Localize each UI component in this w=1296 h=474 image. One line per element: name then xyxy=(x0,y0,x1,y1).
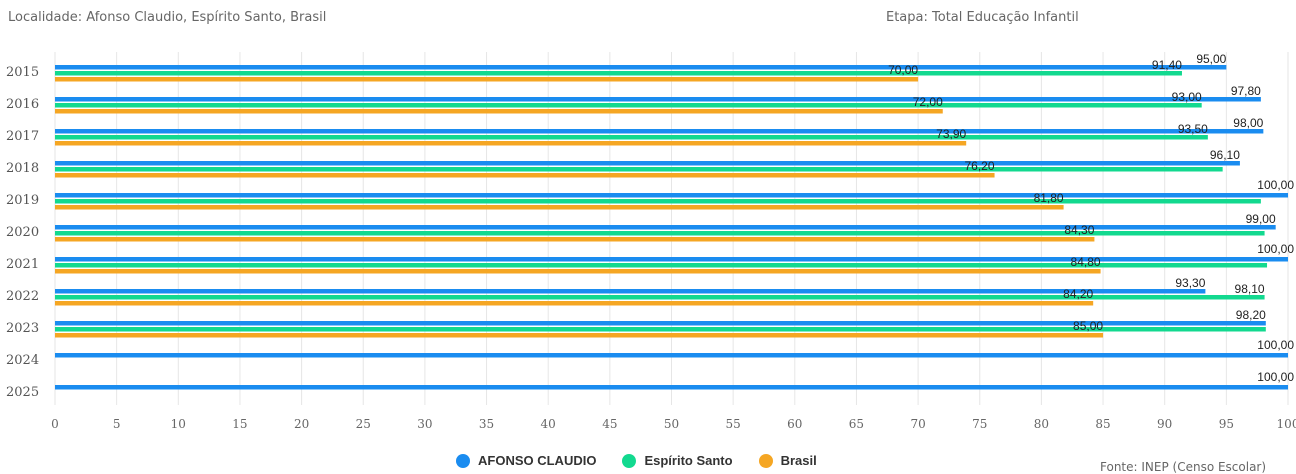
x-tick-label: 60 xyxy=(787,417,802,431)
bar-brasil xyxy=(55,237,1095,242)
bar-brasil xyxy=(55,269,1101,274)
legend-marker-espirito-santo xyxy=(622,453,637,468)
y-tick-label: 2021 xyxy=(6,257,39,272)
legend-label-afonso-claudio: AFONSO CLAUDIO xyxy=(478,453,597,468)
data-label: 84,30 xyxy=(1064,223,1094,237)
bar-esp-rito-santo xyxy=(55,327,1266,332)
bar-afonso-claudio xyxy=(55,97,1261,102)
bar-esp-rito-santo xyxy=(55,199,1261,204)
data-label: 73,90 xyxy=(936,127,966,141)
legend-marker-afonso-claudio xyxy=(456,453,470,468)
data-label: 76,20 xyxy=(965,159,995,173)
bar-esp-rito-santo xyxy=(55,295,1265,300)
bar-brasil xyxy=(55,109,943,114)
x-tick-label: 35 xyxy=(479,417,494,431)
y-tick-label: 2025 xyxy=(6,385,39,400)
y-tick-label: 2019 xyxy=(6,193,39,208)
data-label: 84,80 xyxy=(1071,255,1101,269)
x-tick-label: 90 xyxy=(1157,417,1172,431)
y-tick-label: 2020 xyxy=(6,225,39,240)
x-tick-label: 100 xyxy=(1277,417,1296,431)
x-tick-label: 0 xyxy=(51,417,59,431)
bar-brasil xyxy=(55,173,995,178)
data-label: 85,00 xyxy=(1073,319,1103,333)
data-label: 81,80 xyxy=(1034,191,1064,205)
data-label: 93,30 xyxy=(1175,276,1205,290)
x-tick-label: 95 xyxy=(1219,417,1234,431)
bar-afonso-claudio xyxy=(55,193,1288,198)
legend-item-afonso-claudio[interactable]: AFONSO CLAUDIO xyxy=(456,453,596,468)
data-label: 97,80 xyxy=(1231,84,1261,98)
data-label: 84,20 xyxy=(1063,287,1093,301)
y-tick-label: 2017 xyxy=(6,129,39,144)
x-tick-label: 55 xyxy=(726,417,741,431)
bar-brasil xyxy=(55,77,919,82)
legend-marker-brasil xyxy=(758,453,773,468)
data-label: 95,00 xyxy=(1196,52,1226,66)
source-note: Fonte: INEP (Censo Escolar) xyxy=(1100,460,1267,474)
y-tick-label: 2023 xyxy=(6,321,39,336)
bar-brasil xyxy=(55,333,1104,338)
y-tick-label: 2015 xyxy=(6,65,39,80)
bar-brasil xyxy=(55,301,1094,306)
chart-legend: AFONSO CLAUDIO Espírito Santo Brasil xyxy=(456,453,817,468)
data-label: 96,10 xyxy=(1210,148,1240,162)
data-label: 98,10 xyxy=(1235,282,1265,296)
x-tick-label: 65 xyxy=(849,417,864,431)
x-tick-label: 10 xyxy=(171,417,186,431)
x-tick-label: 30 xyxy=(417,417,432,431)
data-label: 98,00 xyxy=(1233,116,1263,130)
x-tick-label: 40 xyxy=(541,417,556,431)
bar-afonso-claudio xyxy=(55,129,1264,134)
bar-afonso-claudio xyxy=(55,161,1240,166)
data-label: 100,00 xyxy=(1257,338,1294,352)
bar-afonso-claudio xyxy=(55,353,1288,358)
data-label: 98,20 xyxy=(1236,308,1266,322)
legend-item-brasil[interactable]: Brasil xyxy=(758,453,817,468)
data-label: 93,50 xyxy=(1178,122,1208,136)
bar-esp-rito-santo xyxy=(55,135,1208,140)
x-tick-label: 80 xyxy=(1034,417,1049,431)
x-tick-label: 75 xyxy=(972,417,987,431)
stage-label: Etapa: Total Educação Infantil xyxy=(886,10,1079,25)
bar-esp-rito-santo xyxy=(55,167,1223,172)
bar-afonso-claudio xyxy=(55,321,1266,326)
data-label: 100,00 xyxy=(1257,178,1294,192)
x-tick-label: 5 xyxy=(113,417,121,431)
data-label: 100,00 xyxy=(1257,242,1294,256)
bar-afonso-claudio xyxy=(55,65,1227,70)
bar-esp-rito-santo xyxy=(55,103,1202,108)
location-label: Localidade: Afonso Claudio, Espírito San… xyxy=(8,10,327,25)
data-label: 70,00 xyxy=(888,63,918,77)
bar-afonso-claudio xyxy=(55,385,1288,390)
y-tick-label: 2022 xyxy=(6,289,39,304)
data-label: 99,00 xyxy=(1246,212,1276,226)
data-label: 91,40 xyxy=(1152,58,1182,72)
y-tick-label: 2016 xyxy=(6,97,39,112)
legend-label-brasil: Brasil xyxy=(780,453,817,468)
data-label: 100,00 xyxy=(1257,370,1294,384)
data-label: 72,00 xyxy=(913,95,943,109)
y-tick-label: 2018 xyxy=(6,161,39,176)
legend-label-espirito-santo: Espírito Santo xyxy=(644,453,733,468)
bar-afonso-claudio xyxy=(55,257,1288,262)
x-tick-label: 45 xyxy=(602,417,617,431)
bar-brasil xyxy=(55,205,1064,210)
x-tick-label: 25 xyxy=(356,417,371,431)
bar-brasil xyxy=(55,141,967,146)
bar-esp-rito-santo xyxy=(55,263,1268,268)
x-tick-label: 70 xyxy=(910,417,925,431)
bar-afonso-claudio xyxy=(55,225,1276,230)
bar-chart: 0 5 10 15 20 25 30 35 40 45 50 55 60 65 70 75 80 85 90 95 10… xyxy=(6,52,1296,431)
x-tick-label: 50 xyxy=(664,417,679,431)
legend-item-espirito-santo[interactable]: Espírito Santo xyxy=(622,453,733,468)
bar-afonso-claudio xyxy=(55,289,1206,294)
y-tick-label: 2024 xyxy=(6,353,39,368)
x-tick-label: 85 xyxy=(1095,417,1110,431)
data-label: 93,00 xyxy=(1172,90,1202,104)
x-tick-label: 15 xyxy=(232,417,247,431)
x-tick-label: 20 xyxy=(294,417,309,431)
bar-esp-rito-santo xyxy=(55,71,1182,76)
bar-esp-rito-santo xyxy=(55,231,1265,236)
